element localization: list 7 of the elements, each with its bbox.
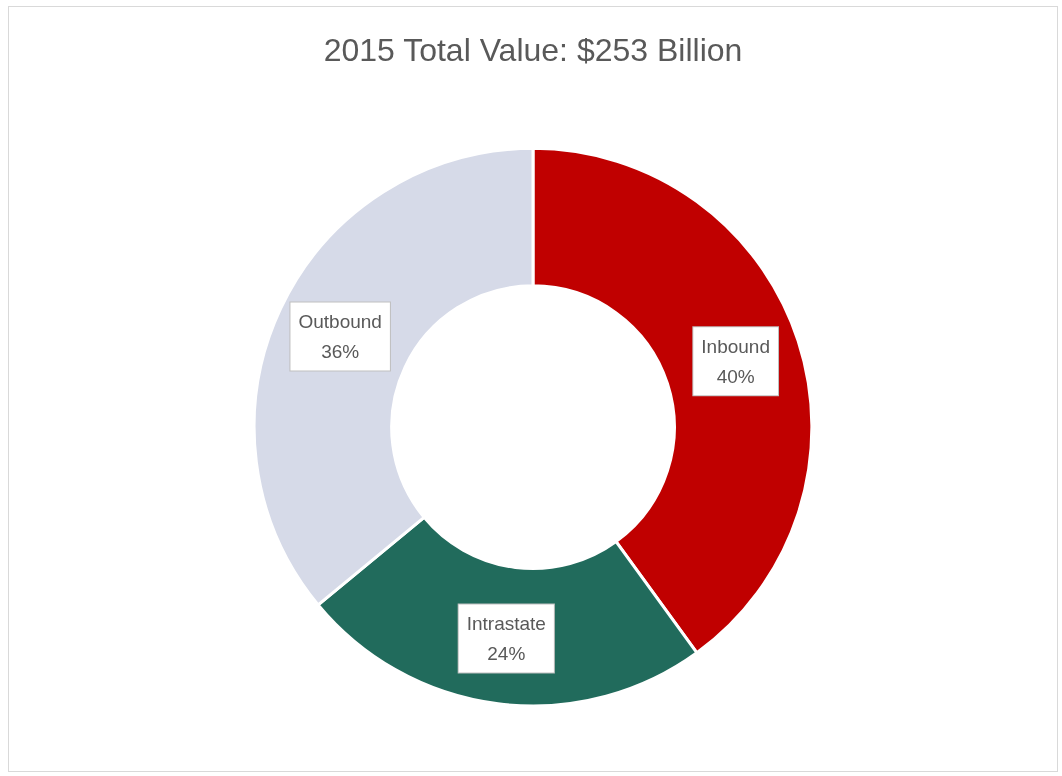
data-label: 36%: [321, 340, 360, 362]
slice-label: Outbound: [298, 310, 382, 332]
data-label: 40%: [716, 365, 755, 387]
chart-title: 2015 Total Value: $253 Billion: [323, 32, 743, 68]
slice-label: Inbound: [701, 335, 771, 357]
slice-label: Intrastate: [466, 613, 546, 635]
data-label: 24%: [487, 643, 526, 665]
